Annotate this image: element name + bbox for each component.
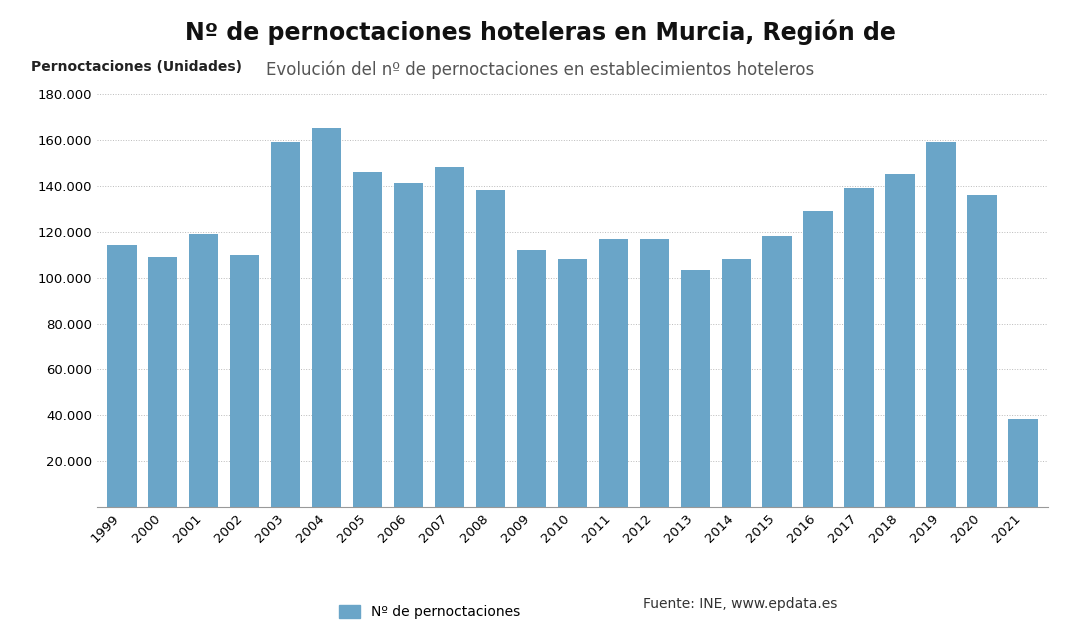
Bar [271, 142, 300, 507]
Bar [557, 259, 588, 507]
Bar [475, 190, 505, 507]
Bar [680, 269, 710, 507]
Bar [598, 238, 629, 507]
Text: Fuente: INE, www.epdata.es: Fuente: INE, www.epdata.es [643, 597, 837, 611]
Bar [107, 245, 136, 507]
Bar [804, 211, 833, 507]
Text: Evolución del nº de pernoctaciones en establecimientos hoteleros: Evolución del nº de pernoctaciones en es… [266, 60, 814, 79]
Bar [639, 238, 670, 507]
Legend: Nº de pernoctaciones: Nº de pernoctaciones [339, 605, 521, 619]
Bar [189, 234, 218, 507]
Text: Pernoctaciones (Unidades): Pernoctaciones (Unidades) [30, 60, 242, 74]
Bar [516, 250, 546, 507]
Bar [435, 167, 464, 507]
Bar [312, 128, 341, 507]
Bar [148, 257, 177, 507]
Bar [721, 259, 751, 507]
Bar [968, 195, 997, 507]
Bar [1009, 419, 1038, 507]
Bar [353, 172, 382, 507]
Bar [845, 188, 874, 507]
Bar [230, 255, 259, 507]
Bar [394, 183, 423, 507]
Text: Nº de pernoctaciones hoteleras en Murcia, Región de: Nº de pernoctaciones hoteleras en Murcia… [185, 19, 895, 44]
Bar [886, 174, 915, 507]
Bar [762, 236, 792, 507]
Bar [927, 142, 956, 507]
